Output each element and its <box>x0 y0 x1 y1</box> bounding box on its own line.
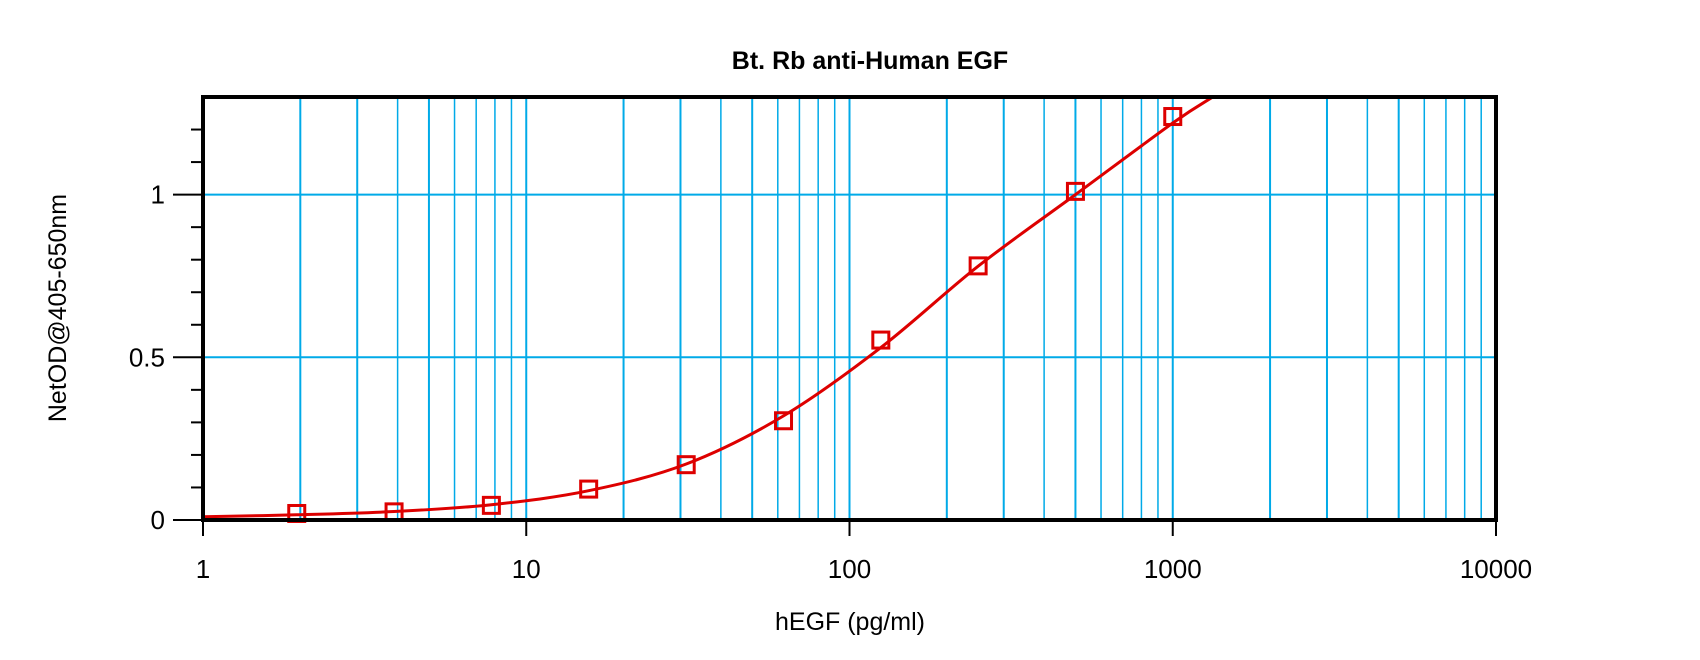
x-tick-label: 100 <box>828 554 871 584</box>
x-tick-label: 1 <box>196 554 210 584</box>
data-point-marker <box>1065 181 1085 201</box>
data-point-marker <box>579 479 599 499</box>
fit-curve-line <box>202 95 1214 519</box>
data-point-marker <box>871 330 891 350</box>
axes <box>173 95 1498 536</box>
x-tick-label: 10 <box>512 554 541 584</box>
x-axis-label: hEGF (pg/ml) <box>775 608 925 636</box>
y-tick-label: 0 <box>151 505 165 535</box>
y-tick-label: 1 <box>151 180 165 210</box>
data-point-marker <box>968 256 988 276</box>
y-tick-label: 0.5 <box>129 342 165 372</box>
data-point-marker <box>1163 107 1183 127</box>
chart-title: Bt. Rb anti-Human EGF <box>732 47 1008 75</box>
x-tick-label: 10000 <box>1460 554 1532 584</box>
y-axis-label: NetOD@405-650nm <box>44 194 72 422</box>
x-tick-label: 1000 <box>1144 554 1202 584</box>
data-point-marker <box>676 455 696 475</box>
fit-curve-layer <box>202 95 1214 519</box>
grid-lines <box>203 97 1496 520</box>
data-point-marker <box>481 495 501 515</box>
tick-labels: 1 10 100 1000 10000 0 0.5 1 <box>129 180 1532 584</box>
data-points <box>287 107 1183 523</box>
data-point-marker <box>774 411 794 431</box>
